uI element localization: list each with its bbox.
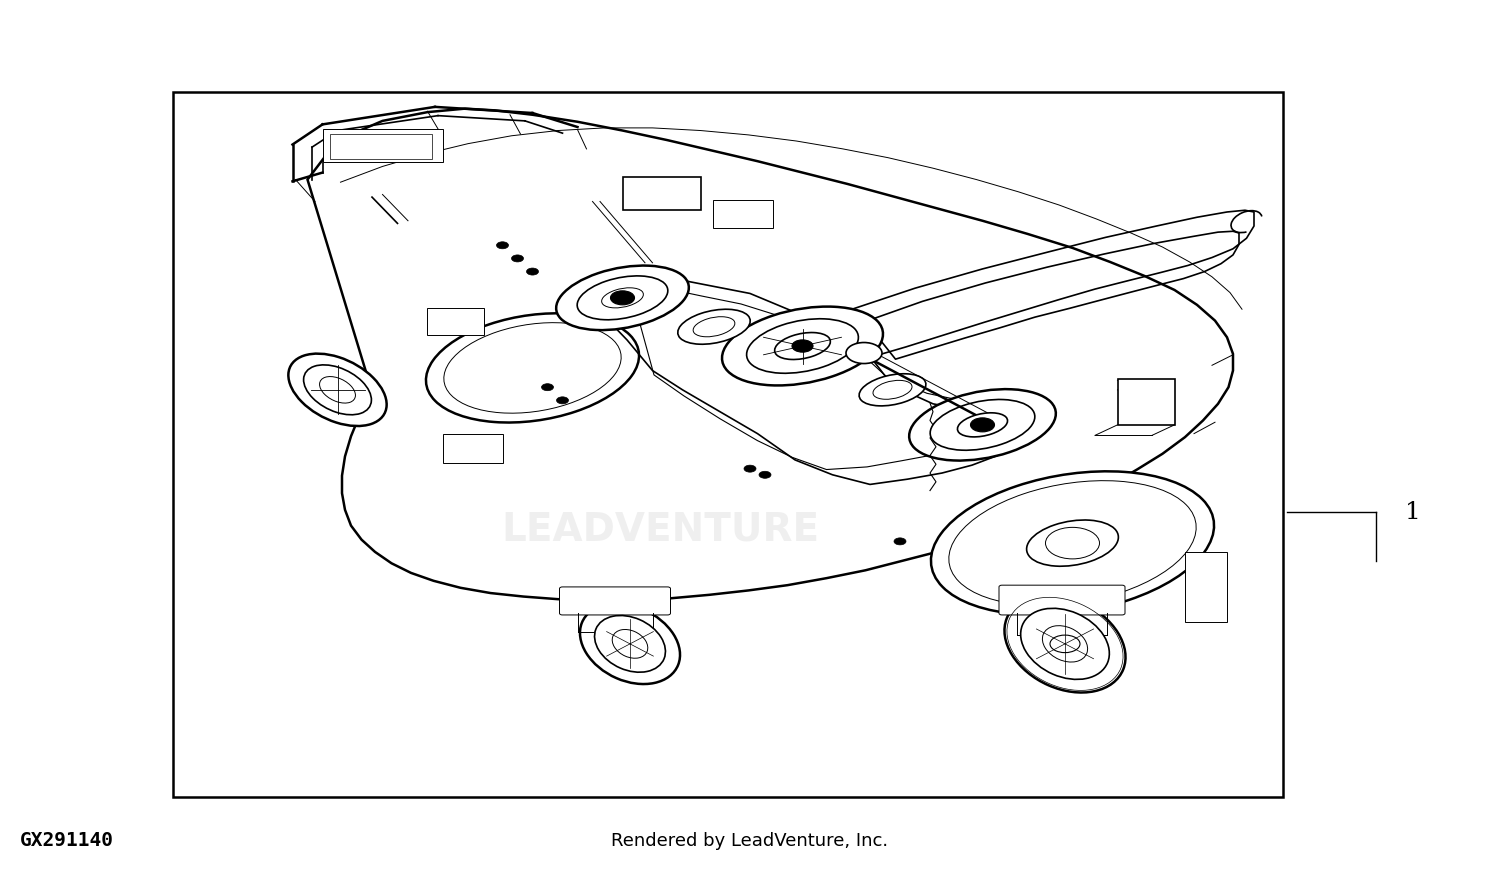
Circle shape bbox=[512, 255, 524, 262]
Ellipse shape bbox=[1020, 608, 1110, 680]
Ellipse shape bbox=[859, 374, 926, 406]
Circle shape bbox=[542, 384, 554, 391]
Circle shape bbox=[1046, 527, 1100, 559]
Circle shape bbox=[526, 268, 538, 275]
Bar bbox=[330, 134, 432, 159]
Circle shape bbox=[610, 291, 634, 305]
Circle shape bbox=[744, 465, 756, 472]
Ellipse shape bbox=[602, 288, 644, 307]
Bar bbox=[322, 129, 442, 162]
Ellipse shape bbox=[612, 630, 648, 658]
FancyBboxPatch shape bbox=[560, 587, 670, 615]
Circle shape bbox=[1050, 635, 1080, 653]
Ellipse shape bbox=[1005, 595, 1125, 693]
Circle shape bbox=[970, 418, 994, 432]
Ellipse shape bbox=[580, 604, 680, 684]
Ellipse shape bbox=[957, 413, 1008, 437]
Circle shape bbox=[894, 538, 906, 545]
Ellipse shape bbox=[678, 309, 750, 344]
Ellipse shape bbox=[288, 354, 387, 426]
Ellipse shape bbox=[873, 380, 912, 399]
Ellipse shape bbox=[320, 377, 356, 403]
Ellipse shape bbox=[1026, 520, 1119, 566]
Bar bbox=[427, 308, 484, 335]
Text: GX291140: GX291140 bbox=[20, 831, 114, 851]
Ellipse shape bbox=[930, 399, 1035, 450]
Circle shape bbox=[556, 397, 568, 404]
FancyBboxPatch shape bbox=[999, 585, 1125, 615]
Bar bbox=[712, 200, 772, 228]
Ellipse shape bbox=[594, 616, 666, 672]
Circle shape bbox=[792, 340, 813, 352]
Text: 1: 1 bbox=[1406, 501, 1420, 524]
Ellipse shape bbox=[556, 265, 688, 330]
Ellipse shape bbox=[932, 471, 1214, 615]
Ellipse shape bbox=[578, 276, 668, 320]
Circle shape bbox=[496, 242, 508, 249]
Ellipse shape bbox=[722, 307, 884, 385]
Ellipse shape bbox=[1042, 625, 1088, 662]
Ellipse shape bbox=[747, 319, 858, 373]
Ellipse shape bbox=[909, 389, 1056, 461]
Circle shape bbox=[846, 343, 882, 364]
Circle shape bbox=[759, 471, 771, 478]
Ellipse shape bbox=[426, 314, 639, 422]
Ellipse shape bbox=[693, 317, 735, 336]
Bar bbox=[622, 177, 701, 210]
Text: LEADVENTURE: LEADVENTURE bbox=[501, 511, 819, 549]
Polygon shape bbox=[308, 109, 1233, 600]
Bar bbox=[1185, 552, 1227, 622]
Ellipse shape bbox=[774, 333, 831, 359]
Bar bbox=[172, 92, 1282, 797]
Ellipse shape bbox=[303, 365, 372, 414]
Bar bbox=[1118, 379, 1174, 425]
Bar bbox=[442, 434, 503, 463]
Text: Rendered by LeadVenture, Inc.: Rendered by LeadVenture, Inc. bbox=[612, 832, 888, 850]
